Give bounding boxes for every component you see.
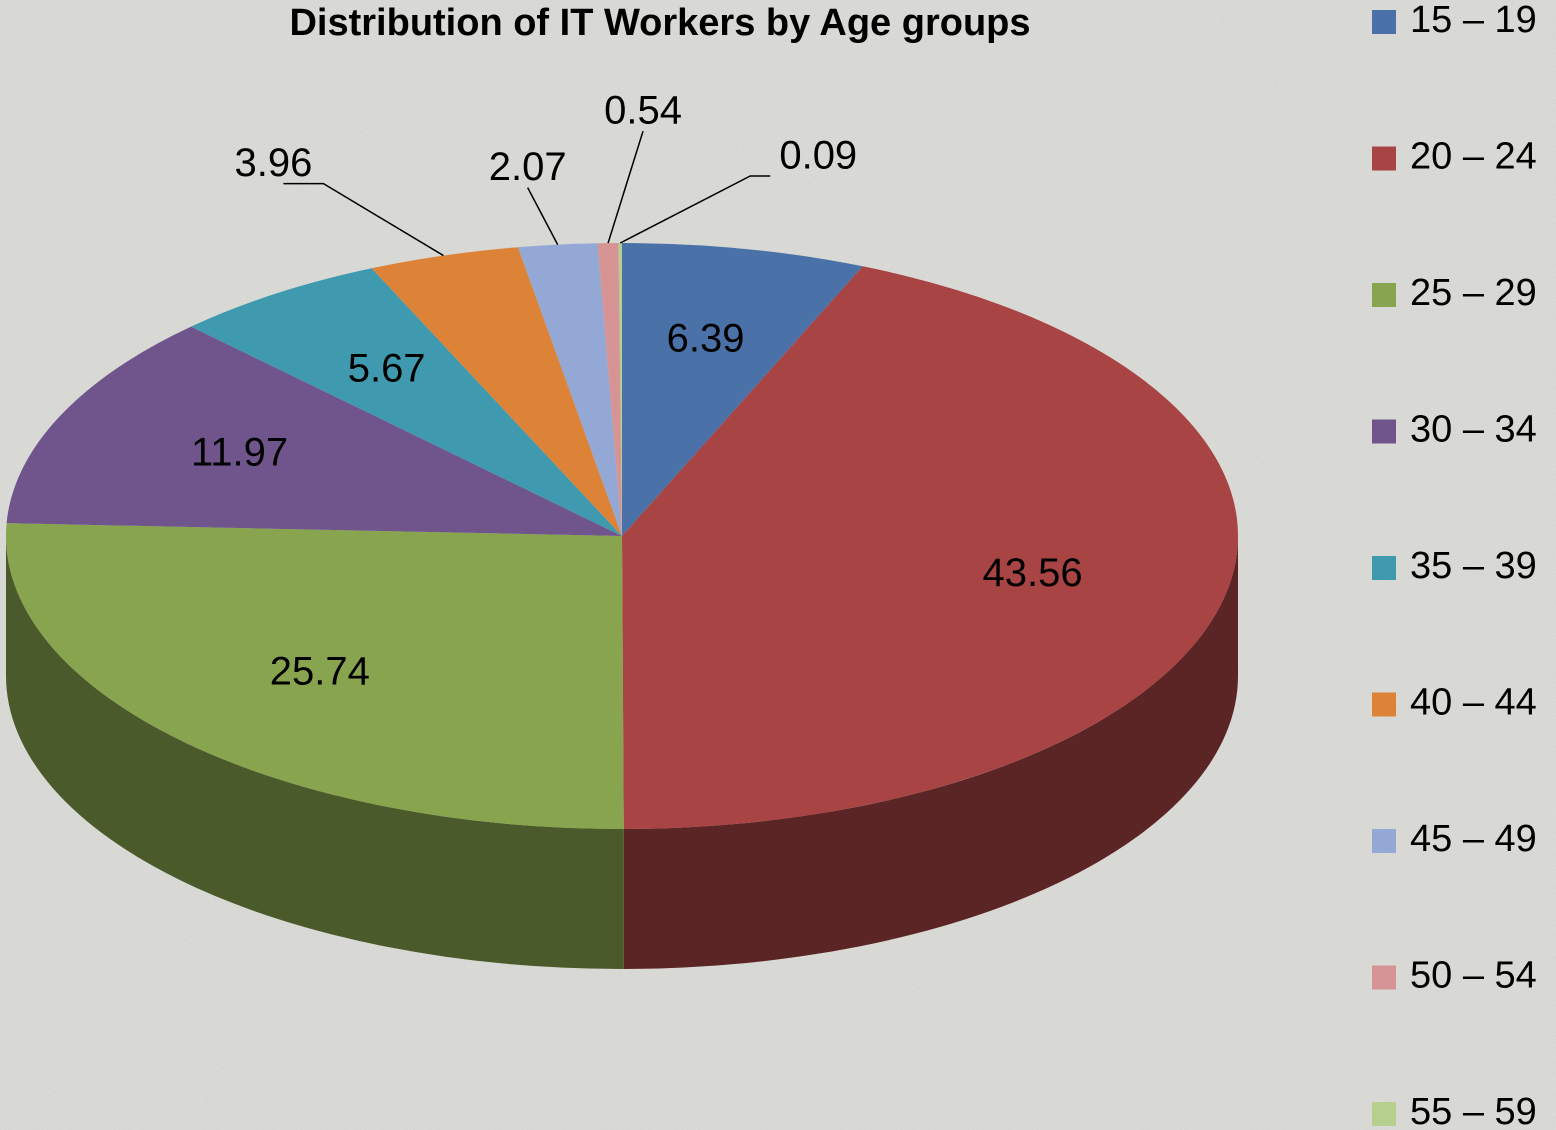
pie-slice [622, 266, 1238, 829]
data-label: 3.96 [235, 141, 313, 185]
pie-side [623, 536, 1238, 969]
legend-swatch [1372, 146, 1396, 171]
data-label: 0.54 [604, 89, 682, 133]
pie-slice [618, 243, 622, 536]
data-label: 11.97 [191, 430, 288, 474]
pie-slice [191, 268, 622, 536]
data-label: 5.67 [348, 347, 426, 391]
data-label: 6.39 [667, 316, 745, 360]
legend-swatch [1372, 829, 1396, 853]
data-label: 25.74 [270, 650, 370, 694]
data-label: 43.56 [983, 551, 1083, 595]
chart-title: Distribution of IT Workers by Age groups [289, 2, 1030, 44]
pie-slice [597, 243, 622, 536]
legend-swatch [1372, 1102, 1396, 1126]
legend-label: 40 – 44 [1410, 682, 1537, 724]
data-label: 0.09 [779, 134, 857, 178]
legend-label: 30 – 34 [1410, 409, 1537, 451]
legend-label: 35 – 39 [1410, 545, 1537, 587]
legend-label: 50 – 54 [1410, 955, 1537, 997]
leader-line [527, 187, 559, 245]
leader-line [283, 182, 444, 257]
pie-slice [517, 243, 622, 537]
pie-slice [5, 523, 624, 829]
legend-swatch [1372, 692, 1396, 717]
pie-slice [6, 326, 622, 536]
legend-swatch [1372, 965, 1396, 990]
leader-line [619, 175, 771, 244]
data-label: 2.07 [489, 145, 567, 189]
legend-swatch [1372, 283, 1396, 307]
legend-label: 25 – 29 [1410, 272, 1537, 314]
pie-side [6, 536, 624, 970]
leader-line [607, 130, 644, 244]
pie-slice [622, 243, 863, 536]
legend-swatch [1372, 10, 1396, 34]
legend-label: 55 – 59 [1410, 1091, 1537, 1130]
legend-label: 45 – 49 [1410, 818, 1537, 860]
pie-slice [371, 247, 622, 536]
legend-swatch [1372, 556, 1396, 580]
legend-label: 15 – 19 [1410, 0, 1537, 41]
legend-swatch [1372, 419, 1396, 444]
legend-label: 20 – 24 [1410, 136, 1537, 178]
